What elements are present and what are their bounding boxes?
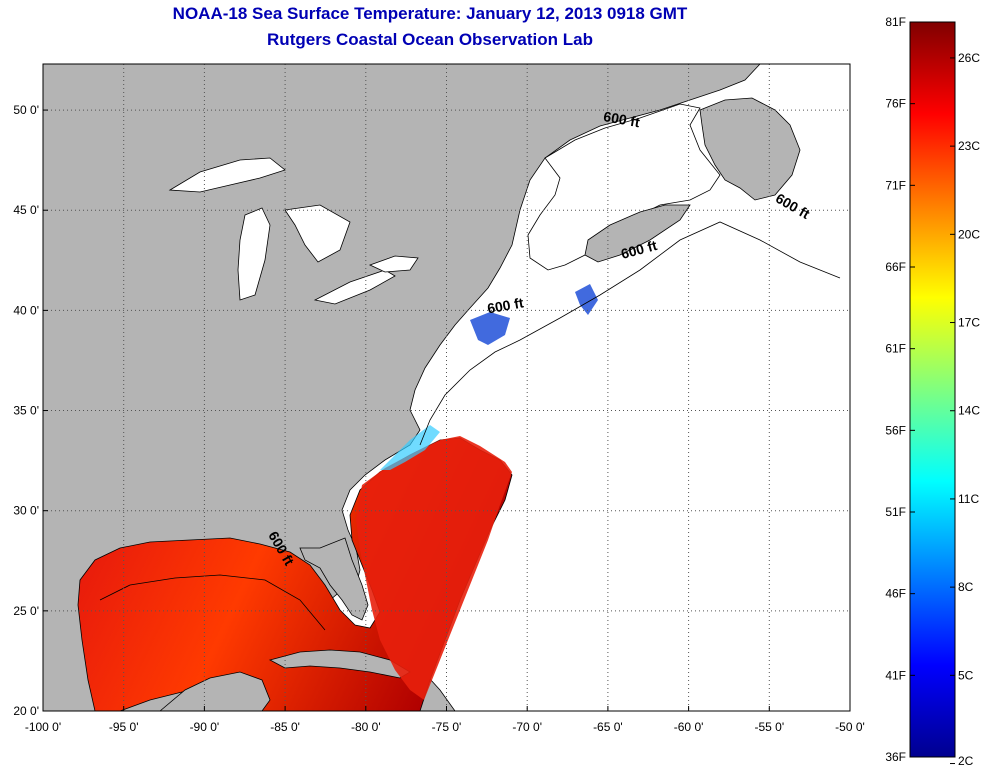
y-tick-label: 35 0': [13, 404, 39, 418]
longitude-axis: -100 0' -95 0' -90 0' -85 0' -80 0' -75 0' -70…: [25, 706, 865, 734]
depth-contour-600ft-gulf: [99, 574, 326, 631]
depth-contour-label: 600 ft: [602, 108, 641, 130]
cool-shelf-water: [380, 425, 440, 470]
depth-contour-600ft: [419, 221, 841, 446]
cold-shelf-water-2: [575, 284, 598, 315]
x-tick-label: -80 0': [351, 720, 381, 734]
y-tick-label: 45 0': [13, 203, 39, 217]
x-tick-label: -70 0': [512, 720, 542, 734]
cold-shelf-water: [470, 312, 510, 345]
latitude-axis: 50 0' 45 0' 40 0' 35 0' 30 0' 25 0' 20 0': [13, 103, 48, 718]
depth-contour-label: 600 ft: [486, 294, 525, 316]
x-tick-label: -50 0': [835, 720, 865, 734]
x-tick-label: -100 0': [25, 720, 61, 734]
lake-superior: [168, 157, 286, 193]
lat-lon-grid: [43, 64, 850, 711]
lake-huron: [284, 204, 351, 263]
x-tick-label: -75 0': [432, 720, 462, 734]
newfoundland: [699, 97, 801, 201]
x-tick-label: -60 0': [674, 720, 704, 734]
x-tick-label: -65 0': [593, 720, 623, 734]
lake-michigan: [237, 207, 271, 301]
x-tick-label: -55 0': [754, 720, 784, 734]
map-subtitle: Rutgers Coastal Ocean Observation Lab: [267, 30, 593, 49]
yucatan: [159, 671, 271, 711]
x-tick-label: -95 0': [109, 720, 139, 734]
y-tick-label: 30 0': [13, 504, 39, 518]
y-tick-label: 50 0': [13, 103, 39, 117]
y-tick-label: 20 0': [13, 704, 39, 718]
y-tick-label: 25 0': [13, 604, 39, 618]
atlantic-sst-swath: [356, 436, 512, 700]
x-tick-label: -85 0': [270, 720, 300, 734]
y-tick-label: 40 0': [13, 303, 39, 317]
florida: [299, 537, 369, 621]
nova-scotia: [584, 204, 691, 263]
lake-erie: [313, 269, 396, 305]
lake-ontario: [368, 255, 419, 273]
map-title: NOAA-18 Sea Surface Temperature: January…: [172, 4, 688, 23]
x-tick-label: -90 0': [190, 720, 220, 734]
